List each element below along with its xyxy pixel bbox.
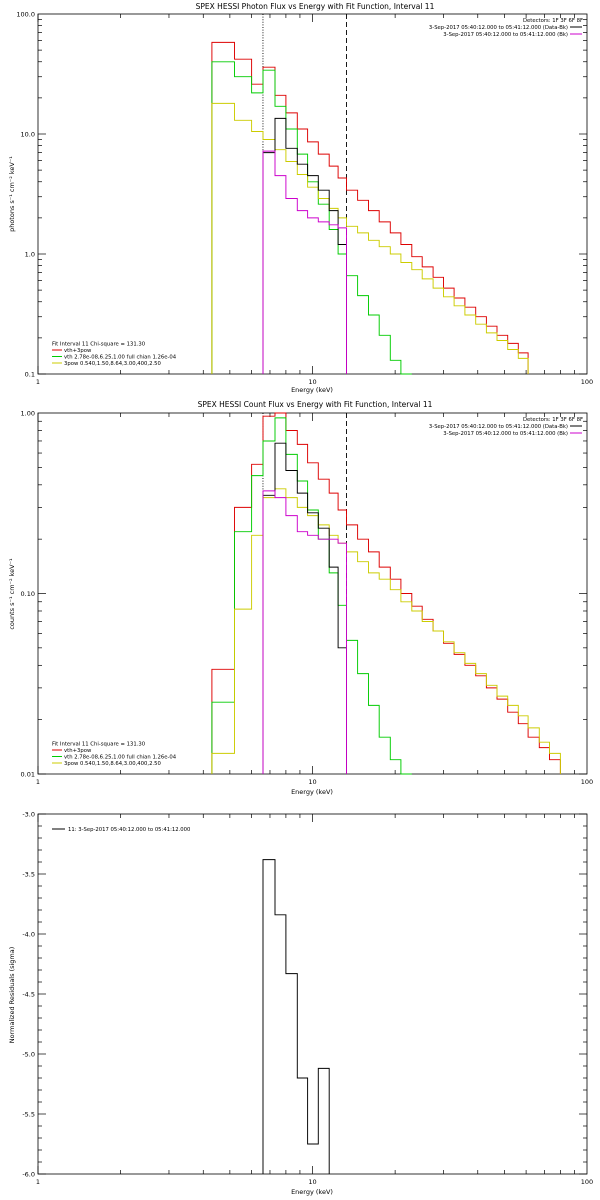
y-tick-label: 1.00 [21,410,35,418]
chart-title: SPEX HESSI Photon Flux vs Energy with Fi… [196,2,435,11]
x-axis-label: Energy (keV) [291,1188,333,1196]
y-tick-label: -4.0 [22,931,35,939]
y-tick-label: 0.10 [21,590,35,598]
y-tick-label: -3.0 [22,811,35,819]
x-tick-label: 100 [581,778,593,786]
y-axis-label: counts s⁻¹ cm⁻² keV⁻¹ [8,558,16,630]
legend-text: 3pow 0.540,1.50,8.64,3.00,400,2.50 [64,761,161,767]
legend-text: Detectors: 1F 3F 6F 8F [523,18,583,24]
panel-photon-flux: SPEX HESSI Photon Flux vs Energy with Fi… [8,2,593,394]
x-axis-label: Energy (keV) [291,386,333,394]
legend-text: 3-Sep-2017 05:40:12.000 to 05:41:12.000 … [443,32,568,38]
plot-frame [37,412,588,775]
legend-text: 3-Sep-2017 05:40:12.000 to 05:41:12.000 … [429,424,568,430]
x-tick-label: 100 [581,378,593,386]
series-line [211,41,529,374]
y-axis-label: Normalized Residuals (sigma) [8,947,16,1044]
y-tick-label: 0.1 [25,371,35,379]
y-tick-label: 0.01 [21,771,35,779]
series-line [211,412,561,774]
y-tick-label: 1.0 [25,251,35,259]
x-axis-label: Energy (keV) [291,788,333,796]
legend-text: Detectors: 1F 3F 6F 8F [523,417,583,423]
y-tick-label: -4.5 [22,991,35,999]
plot-frame [37,13,588,375]
legend-text: vth+3pow [64,748,92,754]
panel-count-flux: SPEX HESSI Count Flux vs Energy with Fit… [8,400,593,796]
y-tick-label: -5.0 [22,1051,35,1059]
y-tick-label: 100.0 [16,11,35,19]
series-line [262,442,347,774]
series-line [262,117,347,374]
x-tick-label: 10 [308,378,316,386]
plot-frame [37,813,588,1175]
legend-text: 3-Sep-2017 05:40:12.000 to 05:41:12.000 … [429,25,568,31]
y-tick-label: -5.5 [22,1111,35,1119]
legend-text: vth 2.78e-08,6.25,1.00 full chian 1.26e-… [64,355,177,361]
legend-text: Fit Interval 11 Chi-square = 131.30 [52,742,146,748]
y-tick-label: -3.5 [22,871,35,879]
y-tick-label: 10.0 [21,131,35,139]
series-line [262,150,347,374]
x-tick-label: 100 [581,1178,593,1186]
series-line [211,488,561,774]
legend-text: 11: 3-Sep-2017 05:40:12.000 to 05:41:12.… [68,827,191,833]
series-line [262,490,347,774]
series-line [211,417,412,775]
legend-text: 3pow 0.540,1.50,8.64,3.00,400,2.50 [64,361,161,367]
x-tick-label: 1 [36,778,40,786]
y-axis-label: photons s⁻¹ cm⁻² keV⁻¹ [8,156,16,232]
chart-title: SPEX HESSI Count Flux vs Energy with Fit… [198,400,433,409]
series-line [211,61,412,375]
panel-residuals: Energy (keV) Normalized Residuals (sigma… [8,811,593,1197]
legend-text: 3-Sep-2017 05:40:12.000 to 05:41:12.000 … [443,431,568,437]
x-tick-label: 1 [36,378,40,386]
legend-text: Fit Interval 11 Chi-square = 131.30 [52,342,146,348]
series-line [211,102,529,374]
series-line [262,859,330,1174]
x-tick-label: 10 [308,778,316,786]
legend-text: vth+3pow [64,348,92,354]
y-tick-label: -6.0 [22,1171,35,1179]
legend-text: vth 2.78e-08,6.25,1.00 full chian 1.26e-… [64,755,177,761]
x-tick-label: 10 [308,1178,316,1186]
x-tick-label: 1 [36,1178,40,1186]
